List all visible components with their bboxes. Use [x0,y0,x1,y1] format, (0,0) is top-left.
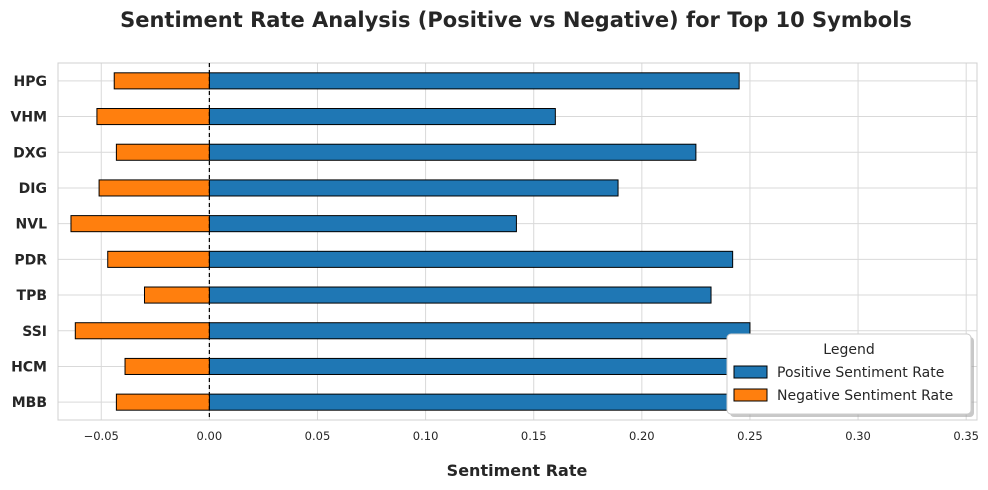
plot-border [57,62,978,421]
positive-bar [208,215,517,233]
positive-bar [208,357,794,375]
y-tick-label: HPG [14,74,47,90]
positive-bar [208,393,816,411]
legend-swatch [733,388,768,402]
negative-bar [113,72,210,90]
negative-bar [115,393,210,411]
positive-bar [208,250,734,268]
negative-bar [70,215,210,233]
negative-bar [124,357,210,375]
negative-bar [115,143,210,161]
positive-bar [208,143,697,161]
negative-bar [74,322,210,340]
legend-label: Positive Sentiment Rate [777,365,944,381]
positive-bar [208,179,619,197]
chart-title: Sentiment Rate Analysis (Positive vs Neg… [120,8,912,32]
legend-swatch [733,365,768,379]
legend-title: Legend [823,342,874,358]
legend: Legend Positive Sentiment Rate Negative Se… [726,333,974,417]
y-tick-label: VHM [11,110,47,126]
y-tick-label: MBB [12,395,47,411]
y-tick-label: PDR [14,252,47,268]
x-tick-label: −0.05 [84,429,119,443]
x-tick-label: 0.30 [845,429,871,443]
positive-bar [208,108,556,126]
x-tick-label: 0.00 [197,429,223,443]
legend-label: Negative Sentiment Rate [777,388,953,404]
y-tick-label: DIG [19,181,47,197]
y-tick-label: HCM [11,359,47,375]
positive-bar [208,322,751,340]
y-tick-label: NVL [16,217,48,233]
y-tick-label: DXG [13,145,47,161]
x-tick-label: 0.15 [521,429,547,443]
negative-bar [143,286,210,304]
negative-bar [107,250,210,268]
y-tick-label: TPB [17,288,47,304]
x-tick-label: 0.35 [953,429,979,443]
x-tick-label: 0.20 [629,429,655,443]
negative-bar [96,108,210,126]
x-tick-label: 0.25 [737,429,763,443]
legend-box [726,333,972,415]
positive-bar [208,286,712,304]
plot-area: −0.05 0.00 0.05 0.10 0.15 0.20 0.25 0.30 0.35 HPG… [11,62,979,443]
y-tick-label: SSI [22,324,47,340]
x-tick-label: 0.05 [305,429,331,443]
positive-bar [208,72,740,90]
x-tick-label: 0.10 [413,429,439,443]
negative-bar [98,179,210,197]
x-axis-label: Sentiment Rate [447,461,588,480]
